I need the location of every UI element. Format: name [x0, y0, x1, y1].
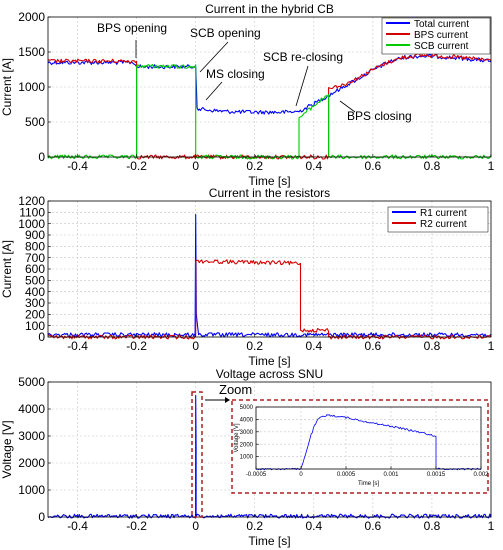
- y-tick-label: 1000: [18, 483, 45, 497]
- axes-frame: [255, 406, 482, 470]
- y-axis-label: Voltage [V]: [0, 420, 14, 478]
- zoom-label: Zoom: [219, 382, 252, 397]
- x-tick-label: 0.8: [424, 519, 441, 533]
- x-tick-label: -0.2: [126, 159, 147, 173]
- annotation-arrow: [199, 41, 229, 73]
- y-tick-label: 1000: [18, 217, 45, 231]
- axes-frame: [47, 381, 492, 518]
- x-tick-label: 0.6: [365, 519, 382, 533]
- series-line-1: [47, 394, 492, 519]
- y-tick-label: 500: [25, 115, 45, 129]
- y-tick-label: 2000: [18, 456, 45, 470]
- annotation-arrow: [205, 81, 223, 101]
- x-tick-label: 0.001: [383, 472, 399, 478]
- x-tick-label: 0.4: [305, 159, 322, 173]
- chart-panel-2: -0.4 -0.2 0 0.2 0.4 0.6 0.8 1010020030040050060…: [0, 186, 495, 368]
- y-tick-label: 4000: [18, 402, 45, 416]
- x-axis-label: Time [s]: [248, 174, 290, 188]
- legend-entry: SCB current: [414, 41, 469, 52]
- y-tick-label: 1100: [19, 206, 45, 220]
- y-tick-label: 5000: [18, 375, 45, 389]
- legend-entry: R2 current: [420, 219, 467, 230]
- y-tick-label: 500: [25, 274, 45, 288]
- y-tick-label: 1500: [18, 45, 45, 59]
- y-tick-label: 3000: [18, 429, 45, 443]
- y-tick-label: 800: [25, 240, 45, 254]
- y-axis-label: Voltage [V]: [234, 423, 240, 452]
- chart-title: Current in the resistors: [209, 186, 330, 200]
- x-tick-label: 0.8: [424, 339, 441, 353]
- zoom-arrowhead: [225, 397, 230, 403]
- x-tick-label: -0.0005: [246, 472, 267, 478]
- x-tick-label: 1: [488, 519, 495, 533]
- y-tick-label: 2000: [18, 10, 45, 24]
- annotation-label: BPS closing: [347, 109, 412, 123]
- y-tick-label: 5000: [240, 405, 254, 411]
- legend-entry: R1 current: [420, 208, 467, 219]
- x-tick-label: 0.8: [424, 159, 441, 173]
- plot-area: [256, 407, 481, 469]
- y-tick-label: 0: [38, 510, 45, 524]
- x-tick-label: 0.4: [305, 339, 322, 353]
- x-tick-label: 0: [192, 159, 199, 173]
- x-tick-label: 0.2: [246, 339, 263, 353]
- annotation-label: BPS opening: [97, 21, 167, 35]
- x-axis-label: Time [s]: [248, 354, 290, 368]
- y-tick-label: 1000: [18, 80, 45, 94]
- chart-panel-4: -0.0005 0 0.0005 0.001 0.0015 0.002 1000 2000 30…: [231, 399, 489, 494]
- chart-title: Voltage across SNU: [216, 367, 323, 381]
- x-tick-label: 0.6: [365, 339, 382, 353]
- x-tick-label: 0.6: [365, 159, 382, 173]
- annotation-arrow: [339, 100, 356, 113]
- x-tick-label: 0.2: [246, 159, 263, 173]
- x-tick-label: 0.0015: [427, 472, 446, 478]
- y-tick-label: 700: [25, 251, 45, 265]
- x-tick-label: -0.4: [67, 339, 88, 353]
- x-tick-label: 0.2: [246, 519, 263, 533]
- y-tick-label: 200: [25, 308, 45, 322]
- series-line-1: [47, 214, 492, 338]
- y-tick-label: 0: [38, 150, 45, 164]
- zoom-region: [191, 391, 203, 518]
- annotation-label: SCB opening: [190, 26, 261, 40]
- y-tick-label: 100: [25, 319, 45, 333]
- x-tick-label: 1: [488, 159, 495, 173]
- annotation-arrow: [295, 65, 309, 107]
- legend-entry: Total current: [414, 19, 469, 30]
- y-tick-label: 400: [25, 285, 45, 299]
- x-tick-label: 0: [299, 472, 303, 478]
- x-axis-label: Time [s]: [248, 534, 290, 548]
- x-tick-label: 0.002: [473, 472, 489, 478]
- x-tick-label: 0: [192, 339, 199, 353]
- x-tick-label: -0.4: [67, 159, 88, 173]
- y-tick-label: 2000: [240, 442, 254, 448]
- y-tick-label: 300: [25, 296, 45, 310]
- legend-entry: BPS current: [414, 30, 468, 41]
- y-tick-label: 1200: [18, 194, 45, 208]
- chart-panel-1: -0.4 -0.2 0 0.2 0.4 0.6 0.8 1 0 500 1000 1500 2000 Ti…: [0, 2, 495, 188]
- x-tick-label: 1: [488, 339, 495, 353]
- x-tick-label: -0.2: [126, 339, 147, 353]
- y-tick-label: 4000: [240, 418, 254, 424]
- y-axis-label: Current [A]: [0, 58, 14, 116]
- x-tick-label: -0.2: [126, 519, 147, 533]
- annotation-label: MS closing: [206, 67, 265, 81]
- y-axis-label: Current [A]: [0, 240, 14, 298]
- chart-title: Current in the hybrid CB: [205, 2, 334, 16]
- y-tick-label: 600: [25, 262, 45, 276]
- x-tick-label: 0.0005: [337, 472, 356, 478]
- x-tick-label: -0.4: [67, 519, 88, 533]
- y-tick-label: 0: [38, 330, 45, 344]
- y-tick-label: 900: [25, 228, 45, 242]
- y-tick-label: 3000: [240, 430, 254, 436]
- x-tick-label: 0.4: [305, 519, 322, 533]
- y-tick-label: 1000: [240, 455, 254, 461]
- annotation-label: SCB re-closing: [263, 50, 343, 64]
- x-axis-label: Time [s]: [358, 481, 379, 487]
- x-tick-label: 0: [192, 519, 199, 533]
